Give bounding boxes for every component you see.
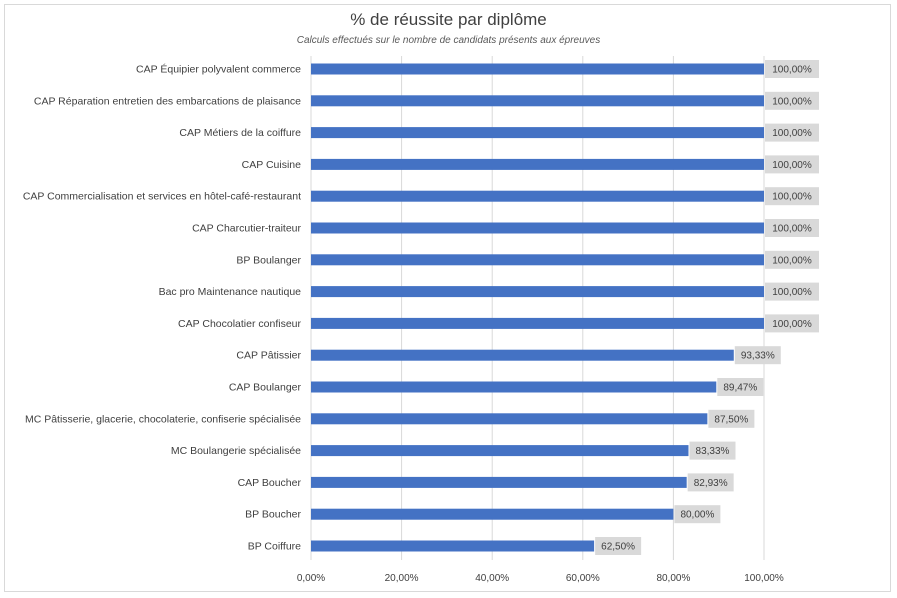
category-label: MC Boulangerie spécialisée xyxy=(171,445,301,457)
chart-title: % de réussite par diplôme xyxy=(350,10,547,29)
data-label: 62,50% xyxy=(595,537,642,555)
x-tick-label: 0,00% xyxy=(297,573,325,584)
category-label: BP Coiffure xyxy=(248,541,301,553)
data-label-text: 100,00% xyxy=(772,255,812,266)
bar xyxy=(311,63,764,75)
data-label: 87,50% xyxy=(708,409,755,428)
data-label-text: 100,00% xyxy=(772,287,812,298)
x-tick-label: 20,00% xyxy=(385,573,419,584)
category-label: CAP Boucher xyxy=(238,477,302,489)
data-label: 100,00% xyxy=(765,250,819,269)
data-label-background xyxy=(765,123,819,142)
data-label: 100,00% xyxy=(765,314,819,333)
bar xyxy=(311,476,687,488)
data-label: 100,00% xyxy=(765,219,819,237)
data-label-background xyxy=(687,473,734,492)
data-label-text: 89,47% xyxy=(723,383,757,394)
category-label: CAP Chocolatier confiseur xyxy=(178,318,301,330)
data-label-text: 82,93% xyxy=(694,478,728,489)
x-tick-label: 100,00% xyxy=(744,573,784,584)
data-label-background xyxy=(717,378,764,396)
data-label-text: 100,00% xyxy=(772,192,812,203)
bar xyxy=(311,413,708,425)
grid-lines xyxy=(310,56,765,560)
category-labels: CAP Équipier polyvalent commerce CAP Répa… xyxy=(23,63,302,553)
data-labels: 100,00% 100,00% 100,00% 100,00% 100,00% 100,0… xyxy=(595,60,819,555)
category-label: CAP Commercialisation et services en hôt… xyxy=(23,191,301,203)
bar xyxy=(311,127,764,139)
data-label-background xyxy=(765,219,819,237)
data-label: 93,33% xyxy=(734,346,781,365)
category-label: MC Pâtisserie, glacerie, chocolaterie, c… xyxy=(25,413,301,425)
data-label: 100,00% xyxy=(765,91,819,110)
bars xyxy=(311,63,764,552)
data-label-background xyxy=(765,155,819,174)
category-label: Bac pro Maintenance nautique xyxy=(159,286,302,298)
bar xyxy=(311,508,674,520)
x-tick-label: 40,00% xyxy=(475,573,509,584)
category-label: CAP Équipier polyvalent commerce xyxy=(136,63,301,76)
data-label-text: 83,33% xyxy=(696,446,730,457)
category-label: BP Boulanger xyxy=(236,254,301,266)
data-label-text: 80,00% xyxy=(680,510,714,521)
data-label: 80,00% xyxy=(674,505,721,524)
bar xyxy=(311,445,689,457)
data-label: 100,00% xyxy=(765,155,819,174)
category-label: CAP Réparation entretien des embarcation… xyxy=(34,95,301,107)
data-label: 100,00% xyxy=(765,123,819,142)
bar xyxy=(311,286,764,298)
data-label-text: 62,50% xyxy=(601,542,635,553)
x-tick-label: 60,00% xyxy=(566,573,600,584)
data-label-background xyxy=(674,505,721,524)
category-label: BP Boucher xyxy=(245,509,301,521)
data-label-background xyxy=(765,282,819,301)
data-label-text: 100,00% xyxy=(772,128,812,139)
data-label-background xyxy=(765,250,819,269)
data-label-text: 100,00% xyxy=(772,224,812,235)
data-label: 89,47% xyxy=(717,378,764,396)
data-label: 100,00% xyxy=(765,187,819,206)
data-label-background xyxy=(734,346,781,365)
category-label: CAP Cuisine xyxy=(242,159,301,171)
data-label-background xyxy=(765,91,819,110)
data-label-background xyxy=(708,409,755,428)
data-label-text: 100,00% xyxy=(772,65,812,76)
bar xyxy=(311,95,764,107)
data-label-background xyxy=(595,537,642,555)
bar xyxy=(311,317,764,329)
data-label-text: 100,00% xyxy=(772,319,812,330)
bar xyxy=(311,222,764,234)
data-label: 100,00% xyxy=(765,282,819,301)
data-label-text: 93,33% xyxy=(741,351,775,362)
bar xyxy=(311,190,764,202)
data-label-text: 87,50% xyxy=(714,414,748,425)
x-tick-labels: 0,00% 20,00% 40,00% 60,00% 80,00% 100,00% xyxy=(297,573,784,584)
data-label-background xyxy=(689,441,736,460)
data-label-background xyxy=(765,187,819,206)
category-label: CAP Charcutier-traiteur xyxy=(192,223,301,235)
data-label-text: 100,00% xyxy=(772,96,812,107)
category-label: CAP Métiers de la coiffure xyxy=(179,127,301,139)
data-label: 100,00% xyxy=(765,60,819,78)
data-label: 83,33% xyxy=(689,441,736,460)
category-label: CAP Pâtissier xyxy=(236,350,301,362)
bar xyxy=(311,158,764,170)
data-label: 82,93% xyxy=(687,473,734,492)
category-label: CAP Boulanger xyxy=(229,382,302,394)
bar xyxy=(311,349,734,361)
bar xyxy=(311,540,595,552)
data-label-background xyxy=(765,60,819,78)
data-label-text: 100,00% xyxy=(772,160,812,171)
x-tick-label: 80,00% xyxy=(656,573,690,584)
data-label-background xyxy=(765,314,819,333)
bar xyxy=(311,381,717,393)
bar xyxy=(311,254,764,266)
chart-subtitle: Calculs effectués sur le nombre de candi… xyxy=(296,35,601,46)
